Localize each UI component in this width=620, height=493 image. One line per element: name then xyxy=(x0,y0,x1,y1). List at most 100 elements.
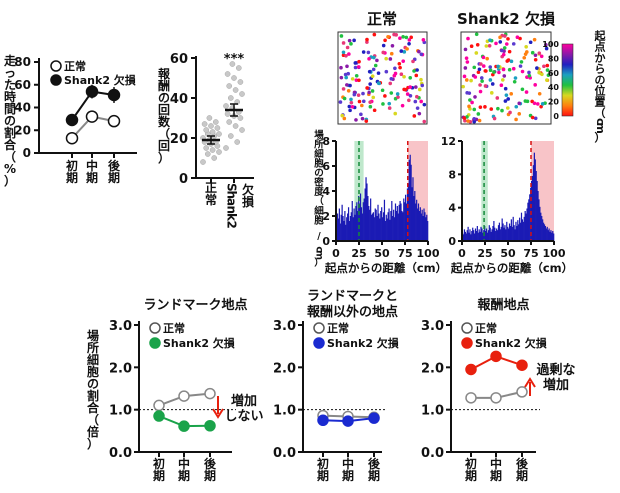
place-cell-dot xyxy=(499,83,504,87)
hist-bar xyxy=(404,202,406,241)
hist-bar xyxy=(370,214,373,241)
place-cell-dot xyxy=(381,102,385,106)
place-cell-dot xyxy=(488,38,492,42)
svg-text:（: （ xyxy=(87,412,99,427)
panel-title: ランドマーク地点 xyxy=(143,297,247,313)
place-cell-dot xyxy=(466,36,470,41)
hist-bar xyxy=(374,208,376,241)
place-cell-dot xyxy=(345,64,349,69)
y-tick-label: 0.0 xyxy=(421,446,444,461)
legend-marker xyxy=(149,322,161,334)
y-tick-label: 1.0 xyxy=(273,404,296,419)
colorbar-tick-label: 20 xyxy=(548,98,560,107)
place-cell-dot xyxy=(507,49,512,54)
place-cell-dot xyxy=(398,65,402,70)
place-cell-dot xyxy=(348,83,352,88)
svg-text:期: 期 xyxy=(368,468,380,483)
hist-bar xyxy=(383,199,386,241)
colorbar-tick-label: 100 xyxy=(542,40,559,49)
place-cell-dot xyxy=(464,78,469,82)
hist-bar xyxy=(495,231,497,241)
data-point xyxy=(65,131,79,145)
y-tick-label: 1.0 xyxy=(109,404,132,419)
hist-bar xyxy=(420,213,422,241)
hist-bar xyxy=(344,211,346,241)
data-point xyxy=(231,75,237,81)
svg-text:期: 期 xyxy=(66,170,78,185)
hist-bar xyxy=(541,216,543,241)
hist-bar xyxy=(395,211,398,241)
hist-bar xyxy=(498,222,501,241)
x-tick-label: 0 xyxy=(458,247,466,260)
svg-text:h: h xyxy=(225,191,239,200)
hist-bar xyxy=(367,196,369,241)
svg-text:後: 後 xyxy=(516,456,529,471)
svg-text:中: 中 xyxy=(342,456,354,471)
hist-bar xyxy=(493,221,495,241)
place-cell-dot xyxy=(411,59,415,64)
hist-bar xyxy=(377,204,379,241)
svg-text:初: 初 xyxy=(153,456,165,471)
hist-bar xyxy=(480,226,482,241)
data-point xyxy=(516,359,528,371)
data-point xyxy=(226,119,233,125)
place-cell-dot xyxy=(481,64,486,68)
hist-bar xyxy=(514,229,516,241)
place-cell-dot xyxy=(360,103,364,108)
hist-bar xyxy=(403,198,405,241)
place-cell-dot xyxy=(544,46,549,51)
y-tick-label: 0 xyxy=(179,172,188,187)
data-point xyxy=(212,119,219,125)
svg-text:場: 場 xyxy=(87,328,99,343)
svg-text:2: 2 xyxy=(225,221,239,229)
place-cell-dot xyxy=(354,74,359,78)
svg-text:期: 期 xyxy=(204,468,216,483)
hist-bar xyxy=(388,208,390,241)
hist-bar xyxy=(353,208,355,241)
hist-bar xyxy=(354,214,356,241)
x-tick-label: 初期 xyxy=(153,456,165,483)
data-point xyxy=(490,350,502,363)
svg-text:回: 回 xyxy=(158,139,170,153)
hist-bar xyxy=(392,216,394,241)
place-cell-dot xyxy=(506,37,510,41)
place-cell-dot xyxy=(397,61,402,66)
place-cell-dot xyxy=(368,104,373,109)
place-cell-dot xyxy=(384,69,389,74)
place-cell-dot xyxy=(530,50,535,55)
hist-bar xyxy=(534,159,536,241)
y-tick-label: 3.0 xyxy=(273,319,296,334)
svg-text:走: 走 xyxy=(4,53,16,68)
place-cell-dot xyxy=(394,33,398,37)
hist-bar xyxy=(515,221,517,241)
place-cell-dot xyxy=(407,38,412,42)
panel-title: ランドマークと xyxy=(307,289,398,304)
hist-bar xyxy=(552,231,554,241)
hist-bar xyxy=(496,230,499,241)
place-cell-dot xyxy=(502,74,507,78)
data-point xyxy=(237,115,244,121)
place-cell-dot xyxy=(384,56,388,61)
place-cell-dot xyxy=(367,57,371,61)
place-cell-dot xyxy=(509,59,514,64)
place-cell-dot xyxy=(483,84,488,88)
place-cell-dot xyxy=(539,54,544,59)
place-cell-dot xyxy=(375,58,379,63)
hist-bar xyxy=(349,216,352,241)
x-tick-label: 100 xyxy=(543,247,566,260)
place-cell-dot xyxy=(540,102,545,106)
hist-bar xyxy=(492,226,494,241)
place-cell-dot xyxy=(511,42,516,46)
legend-label: Shank2 欠損 xyxy=(163,336,236,350)
svg-text:細: 細 xyxy=(314,205,324,217)
place-cell-dot xyxy=(494,41,498,46)
y-tick-label: 0 xyxy=(322,235,330,248)
place-cell-dot xyxy=(483,105,487,109)
x-tick-label: 初期 xyxy=(317,456,329,483)
hist-bar xyxy=(481,228,483,241)
place-cell-dot xyxy=(537,70,541,75)
hist-bar xyxy=(426,214,428,241)
